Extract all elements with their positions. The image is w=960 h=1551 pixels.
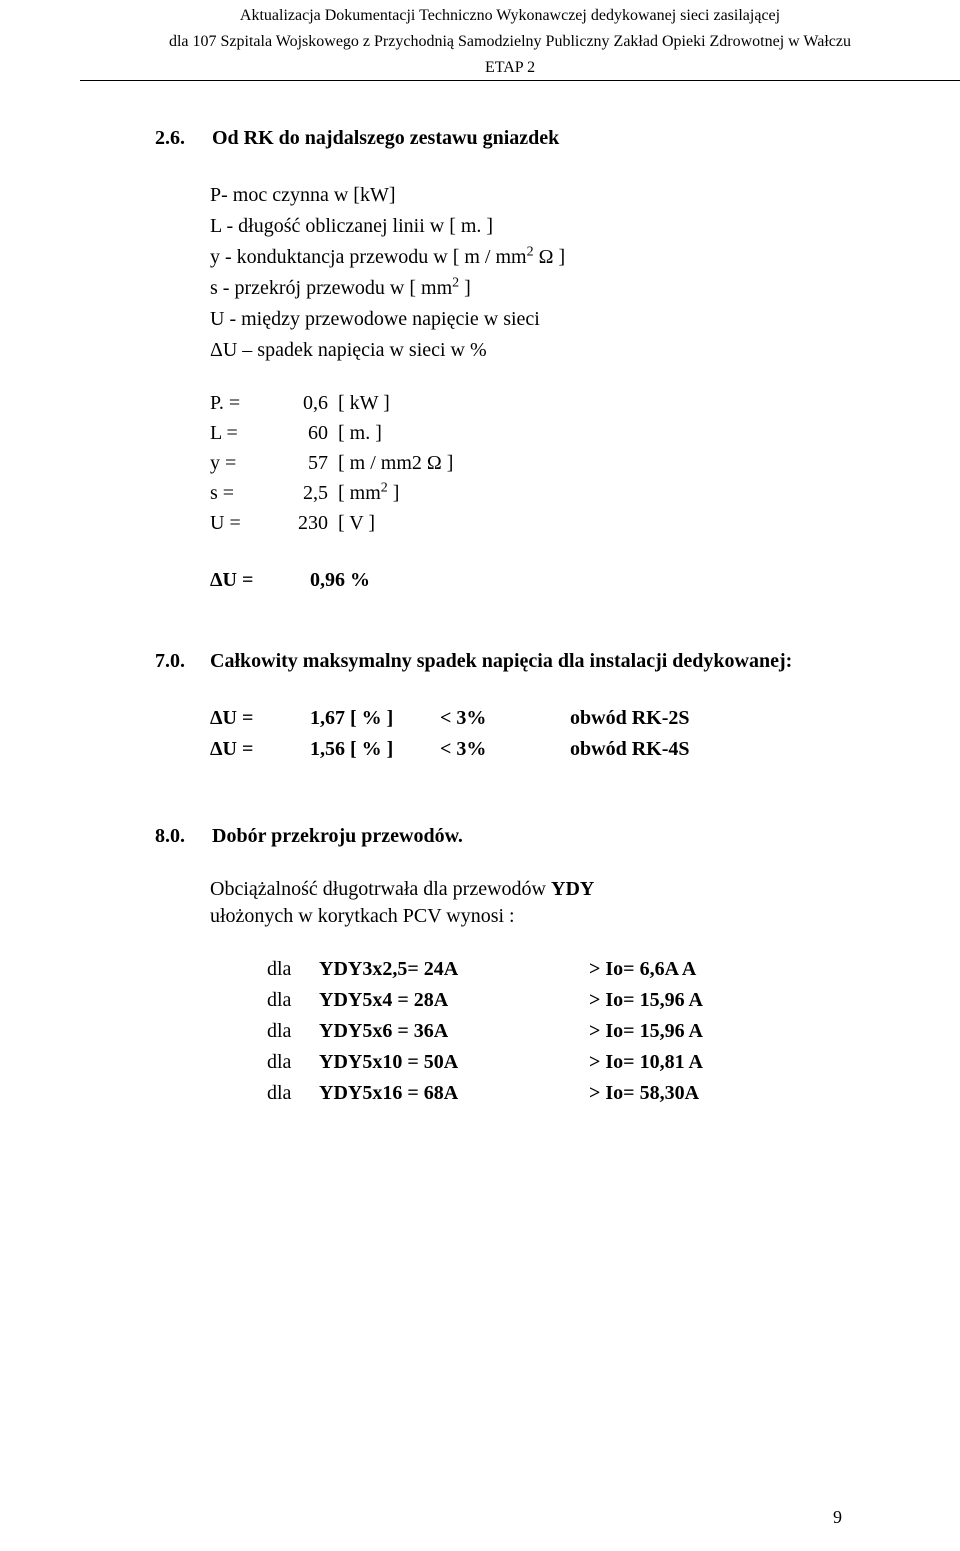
header-line-1: Aktualizacja Dokumentacji Techniczno Wyk…: [115, 0, 905, 26]
du-row-1-cmp: < 3%: [440, 736, 570, 763]
val-s-unit: [ mm2 ]: [338, 480, 399, 507]
val-s-unit-pre: [ mm: [338, 482, 381, 504]
du-row-1: ΔU = 1,56 [ % ] < 3% obwód RK-4S: [210, 736, 845, 763]
spec-row-1-rhs: > Io= 15,96 A: [589, 987, 703, 1014]
val-P: P. = 0,6 [ kW ]: [210, 390, 845, 417]
section-2-6: 2.6. Od RK do najdalszego zestawu gniazd…: [155, 125, 845, 594]
val-U-unit: [ V ]: [338, 510, 375, 537]
val-L-unit: [ m. ]: [338, 420, 382, 447]
val-s-unit-post: ]: [388, 482, 400, 504]
spec-row-2-lhs: YDY5x6 = 36A: [319, 1018, 589, 1045]
val-y-unit: [ m / mm2 Ω ]: [338, 450, 453, 477]
values-block: P. = 0,6 [ kW ] L = 60 [ m. ] y = 57 [ m…: [210, 390, 845, 537]
delta-U-sym: ΔU =: [210, 567, 310, 594]
du-row-0-sym: ΔU =: [210, 705, 310, 732]
section-8-0-line1: Obciążalność długotrwała dla przewodów Y…: [210, 876, 845, 903]
val-L-sym: L =: [210, 420, 272, 447]
delta-U-val: 0,96 %: [310, 567, 370, 594]
val-s-sym: s =: [210, 480, 272, 507]
val-y-num: 57: [272, 450, 338, 477]
def-y: y - konduktancja przewodu w [ m / mm2 Ω …: [210, 244, 845, 271]
definitions-block: P- moc czynna w [kW] L - długość oblicza…: [210, 182, 845, 364]
spec-row-3-rhs: > Io= 10,81 A: [589, 1049, 703, 1076]
spec-row-1: dla YDY5x4 = 28A > Io= 15,96 A: [267, 987, 845, 1014]
val-P-sym: P. =: [210, 390, 272, 417]
du-row-0-cmp: < 3%: [440, 705, 570, 732]
spec-row-3-dla: dla: [267, 1049, 319, 1076]
section-2-6-heading: 2.6. Od RK do najdalszego zestawu gniazd…: [155, 125, 845, 152]
val-P-unit: [ kW ]: [338, 390, 390, 417]
page: Aktualizacja Dokumentacji Techniczno Wyk…: [0, 0, 960, 1551]
def-s: s - przekrój przewodu w [ mm2 ]: [210, 275, 845, 302]
section-7-0: 7.0. Całkowity maksymalny spadek napięci…: [155, 648, 845, 675]
val-P-num: 0,6: [272, 390, 338, 417]
def-dU: ΔU – spadek napięcia w sieci w %: [210, 337, 845, 364]
section-7-0-number: 7.0.: [155, 648, 210, 675]
spec-row-0-lhs: YDY3x2,5= 24A: [319, 956, 589, 983]
header-divider: [80, 80, 960, 81]
page-header: Aktualizacja Dokumentacji Techniczno Wyk…: [115, 0, 905, 81]
page-number: 9: [833, 1505, 842, 1529]
def-y-pre: y - konduktancja przewodu w [ m / mm: [210, 246, 527, 268]
spec-row-2-rhs: > Io= 15,96 A: [589, 1018, 703, 1045]
spec-row-0-dla: dla: [267, 956, 319, 983]
spec-row-4: dla YDY5x16 = 68A > Io= 58,30A: [267, 1080, 845, 1107]
val-s-exp: 2: [381, 480, 388, 495]
val-L-num: 60: [272, 420, 338, 447]
section-8-0-number: 8.0.: [155, 823, 207, 850]
header-line-2: dla 107 Szpitala Wojskowego z Przychodni…: [115, 26, 905, 52]
spec-table: dla YDY3x2,5= 24A > Io= 6,6A A dla YDY5x…: [267, 956, 845, 1107]
val-y-sym: y =: [210, 450, 272, 477]
section-8-0-line2: ułożonych w korytkach PCV wynosi :: [210, 903, 845, 930]
spec-row-3-lhs: YDY5x10 = 50A: [319, 1049, 589, 1076]
section-2-6-number: 2.6.: [155, 125, 207, 152]
spec-row-1-lhs: YDY5x4 = 28A: [319, 987, 589, 1014]
section-7-0-title: Całkowity maksymalny spadek napięcia dla…: [210, 648, 845, 675]
def-L: L - długość obliczanej linii w [ m. ]: [210, 213, 845, 240]
spec-row-2: dla YDY5x6 = 36A > Io= 15,96 A: [267, 1018, 845, 1045]
section-8-0-title: Dobór przekroju przewodów.: [212, 825, 463, 847]
spec-row-0: dla YDY3x2,5= 24A > Io= 6,6A A: [267, 956, 845, 983]
def-s-pre: s - przekrój przewodu w [ mm: [210, 277, 452, 299]
delta-U-result: ΔU = 0,96 %: [210, 567, 845, 594]
spec-row-4-rhs: > Io= 58,30A: [589, 1080, 699, 1107]
val-U-num: 230: [272, 510, 338, 537]
val-U-sym: U =: [210, 510, 272, 537]
val-s: s = 2,5 [ mm2 ]: [210, 480, 845, 507]
body80-bold: YDY: [551, 878, 594, 900]
val-s-num: 2,5: [272, 480, 338, 507]
spec-row-2-dla: dla: [267, 1018, 319, 1045]
du-row-0-val: 1,67 [ % ]: [310, 705, 440, 732]
section-8-0-body: Obciążalność długotrwała dla przewodów Y…: [210, 876, 845, 930]
du-row-0-label: obwód RK-2S: [570, 705, 689, 732]
du-row-1-sym: ΔU =: [210, 736, 310, 763]
delta-U-table: ΔU = 1,67 [ % ] < 3% obwód RK-2S ΔU = 1,…: [210, 705, 845, 763]
body80-pre: Obciążalność długotrwała dla przewodów: [210, 878, 551, 900]
def-P: P- moc czynna w [kW]: [210, 182, 845, 209]
def-y-exp: 2: [527, 244, 534, 259]
spec-row-4-lhs: YDY5x16 = 68A: [319, 1080, 589, 1107]
spec-row-1-dla: dla: [267, 987, 319, 1014]
def-U: U - między przewodowe napięcie w sieci: [210, 306, 845, 333]
val-L: L = 60 [ m. ]: [210, 420, 845, 447]
spec-row-3: dla YDY5x10 = 50A > Io= 10,81 A: [267, 1049, 845, 1076]
du-row-1-label: obwód RK-4S: [570, 736, 689, 763]
du-row-1-val: 1,56 [ % ]: [310, 736, 440, 763]
def-y-post: Ω ]: [534, 246, 566, 268]
val-U: U = 230 [ V ]: [210, 510, 845, 537]
section-2-6-title: Od RK do najdalszego zestawu gniazdek: [212, 127, 559, 149]
spec-row-4-dla: dla: [267, 1080, 319, 1107]
section-8-0-heading: 8.0. Dobór przekroju przewodów.: [155, 823, 845, 850]
val-y: y = 57 [ m / mm2 Ω ]: [210, 450, 845, 477]
header-line-3: ETAP 2: [115, 52, 905, 78]
du-row-0: ΔU = 1,67 [ % ] < 3% obwód RK-2S: [210, 705, 845, 732]
spec-row-0-rhs: > Io= 6,6A A: [589, 956, 696, 983]
def-s-post: ]: [459, 277, 471, 299]
